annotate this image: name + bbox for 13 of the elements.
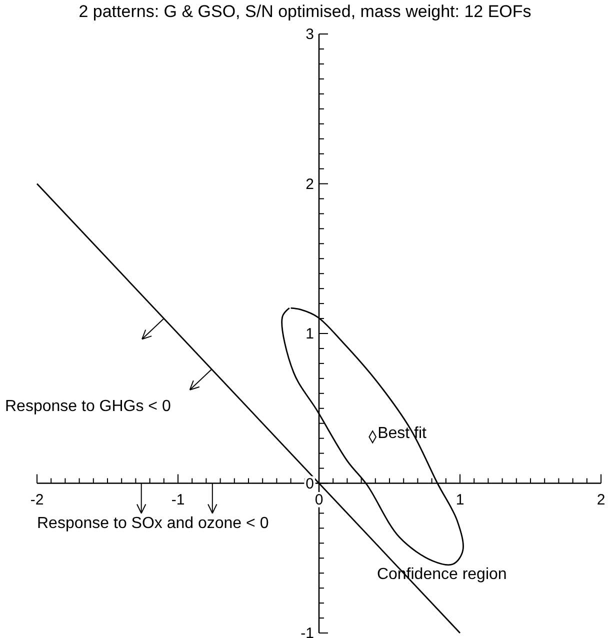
- x-tick-label: -2: [30, 491, 44, 508]
- y-tick-label: 3: [306, 26, 314, 43]
- y-tick-label: 0: [306, 475, 314, 492]
- series-label: Best fit: [378, 424, 428, 442]
- y-tick-label: 2: [306, 176, 314, 193]
- annotation: Response to SOx and ozone < 0: [37, 515, 269, 532]
- annotation: Response to GHGs < 0: [5, 398, 171, 415]
- y-tick-label: -1: [300, 625, 314, 638]
- y-tick-label: 1: [306, 326, 314, 342]
- chart-title: 2 patterns: G & GSO, S/N optimised, mass weight: 12 EOFs: [78, 2, 532, 21]
- x-tick-label: 1: [456, 491, 464, 508]
- x-tick-label: -1: [171, 491, 185, 508]
- x-tick-label: 2: [596, 491, 606, 508]
